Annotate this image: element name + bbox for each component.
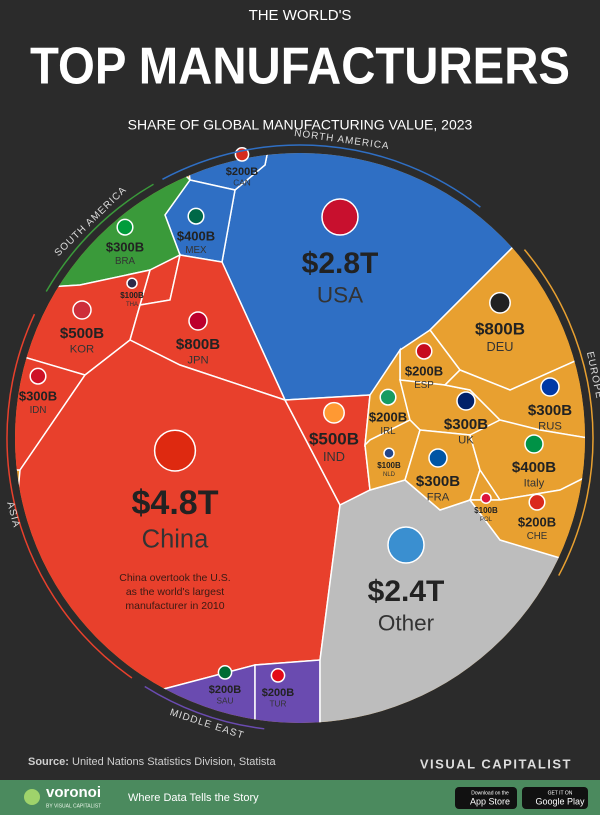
category-label: KOR xyxy=(70,344,94,356)
flag xyxy=(116,218,134,236)
value-label: $100B xyxy=(120,291,144,300)
value-label: $200B xyxy=(369,409,407,424)
category-label: UK xyxy=(458,435,474,447)
value-label: $800B xyxy=(176,336,220,353)
value-label: $800B xyxy=(475,319,525,338)
google-play-button[interactable] xyxy=(522,787,588,809)
annotation: as the world's largest xyxy=(126,586,224,598)
flag xyxy=(456,391,476,411)
value-label: $2.8T xyxy=(302,247,379,280)
category-label: China xyxy=(142,525,209,553)
region-arc xyxy=(6,313,133,679)
value-label: $400B xyxy=(177,228,215,243)
category-label: IRL xyxy=(380,426,396,437)
value-label: $100B xyxy=(377,461,401,470)
flag xyxy=(489,291,511,314)
app-store-small: Download on the xyxy=(471,790,509,796)
flag xyxy=(387,526,425,564)
chart-title: TOP MANUFACTURERS xyxy=(30,38,570,96)
value-label: $200B xyxy=(518,514,556,529)
source: United Nations Statistics Division, Stat… xyxy=(72,756,276,768)
value-label: $500B xyxy=(309,429,359,448)
category-label: POL xyxy=(480,517,493,523)
value-label: $200B xyxy=(262,687,294,699)
flag xyxy=(270,668,286,683)
flag xyxy=(321,198,359,236)
source-label: Source: xyxy=(28,756,69,768)
region-arc xyxy=(523,249,594,576)
category-label: RUS xyxy=(538,421,562,433)
flag xyxy=(524,434,544,454)
category-label: TUR xyxy=(270,700,287,709)
value-label: $300B xyxy=(106,239,144,254)
subtitle: SHARE OF GLOBAL MANUFACTURING VALUE, 202… xyxy=(128,117,473,133)
footer-logo-sub: BY VISUAL CAPITALIST xyxy=(46,803,101,809)
flag xyxy=(480,492,492,504)
flag xyxy=(187,207,205,225)
category-label: BRA xyxy=(115,256,136,267)
value-label: $200B xyxy=(209,684,241,696)
category-label: THA xyxy=(126,302,138,308)
value-label: $200B xyxy=(226,166,258,178)
category-label: DEU xyxy=(487,339,514,354)
google-small: GET IT ON xyxy=(548,790,573,796)
category-label: MEX xyxy=(185,245,207,256)
category-label: NLD xyxy=(383,472,396,478)
value-label: $300B xyxy=(416,473,460,490)
flag xyxy=(72,300,92,320)
footer-logo: voronoi xyxy=(46,784,101,801)
region-arc xyxy=(144,685,265,730)
google: Google Play xyxy=(535,796,585,806)
value-label: $300B xyxy=(19,388,57,403)
flag xyxy=(540,377,560,397)
value-label: $300B xyxy=(528,402,572,419)
pretitle: THE WORLD'S xyxy=(249,7,352,24)
flag xyxy=(383,447,395,459)
category-label: Italy xyxy=(524,478,545,490)
category-label: IND xyxy=(323,449,345,464)
flag xyxy=(415,342,433,360)
labels: $2.8TUSA$200BCAN$400BMEX$300BBRA$100BTHA… xyxy=(19,147,572,709)
flag xyxy=(428,448,448,468)
category-label: CHE xyxy=(527,531,548,542)
region-arc xyxy=(45,183,154,292)
flag xyxy=(323,401,345,424)
value-label: $500B xyxy=(60,325,104,342)
flag xyxy=(153,429,197,472)
annotation: China overtook the U.S. xyxy=(119,572,230,584)
category-label: SAU xyxy=(217,697,234,706)
annotation: manufacturer in 2010 xyxy=(125,600,224,612)
category-label: USA xyxy=(317,282,363,307)
value-label: $100B xyxy=(474,506,498,515)
category-label: JPN xyxy=(187,355,208,367)
flag xyxy=(528,493,546,511)
region-arc xyxy=(162,144,481,208)
flag xyxy=(217,665,233,680)
value-label: $300B xyxy=(444,416,488,433)
flag xyxy=(29,367,47,385)
category-label: ESP xyxy=(414,380,434,391)
flag xyxy=(126,277,138,289)
app-store-button[interactable] xyxy=(455,787,517,809)
app-store: App Store xyxy=(470,796,510,806)
flag xyxy=(188,311,208,331)
value-label: $4.8T xyxy=(132,484,219,522)
value-label: $200B xyxy=(405,363,443,378)
logo-icon xyxy=(24,789,40,805)
brand: VISUAL CAPITALIST xyxy=(420,756,572,771)
category-label: IDN xyxy=(30,405,47,416)
value-label: $2.4T xyxy=(368,575,445,608)
category-label: FRA xyxy=(427,492,450,504)
category-label: CAN xyxy=(233,179,250,188)
value-label: $400B xyxy=(512,459,556,476)
category-label: Other xyxy=(378,610,435,635)
flag xyxy=(379,388,397,406)
footer-tagline: Where Data Tells the Story xyxy=(128,792,259,804)
